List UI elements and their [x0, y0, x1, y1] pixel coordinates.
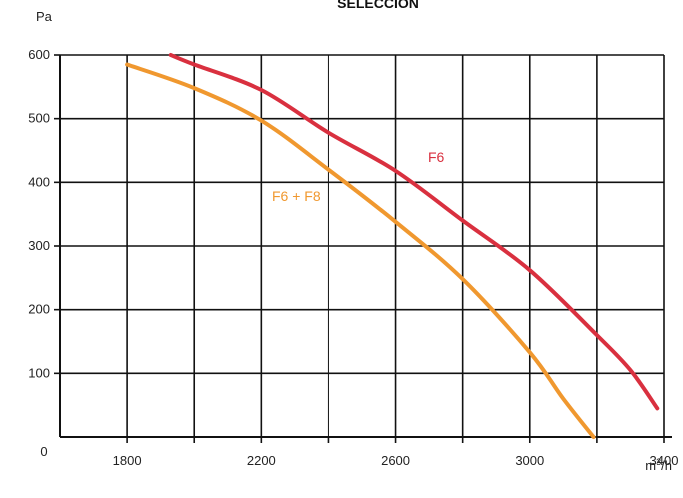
origin-label: 0: [40, 444, 47, 459]
series-lines: [125, 53, 660, 439]
series-label-f6: F6: [428, 149, 445, 165]
y-tick-label: 200: [28, 302, 50, 317]
axes: [54, 54, 672, 443]
x-axis-unit-superscript: 3: [656, 457, 661, 467]
y-tick-label: 100: [28, 365, 50, 380]
x-tick-label: 3400: [650, 453, 679, 468]
x-tick-label: 2600: [381, 453, 410, 468]
series-label-f6-f8: F6 + F8: [272, 188, 321, 204]
x-tick-label: 2200: [247, 453, 276, 468]
y-tick-label: 300: [28, 238, 50, 253]
series-line-f6: [168, 53, 660, 411]
y-tick-label: 600: [28, 47, 50, 62]
x-tick-label: 3000: [515, 453, 544, 468]
y-tick-label: 400: [28, 174, 50, 189]
x-axis-unit: m3/h: [645, 457, 672, 473]
x-axis-unit-tail: /h: [661, 458, 672, 473]
grid: [60, 54, 665, 437]
chart-title: SELECCIÓN: [337, 0, 419, 11]
y-axis-unit: Pa: [36, 9, 53, 24]
x-tick-label: 1800: [113, 453, 142, 468]
x-axis-unit-base: m: [645, 458, 656, 473]
y-tick-label: 500: [28, 111, 50, 126]
series-line-f6-f8: [125, 62, 596, 439]
tick-labels: 1800 2200 2600 3000 3400 100 200 300 400 500 600: [28, 47, 678, 468]
